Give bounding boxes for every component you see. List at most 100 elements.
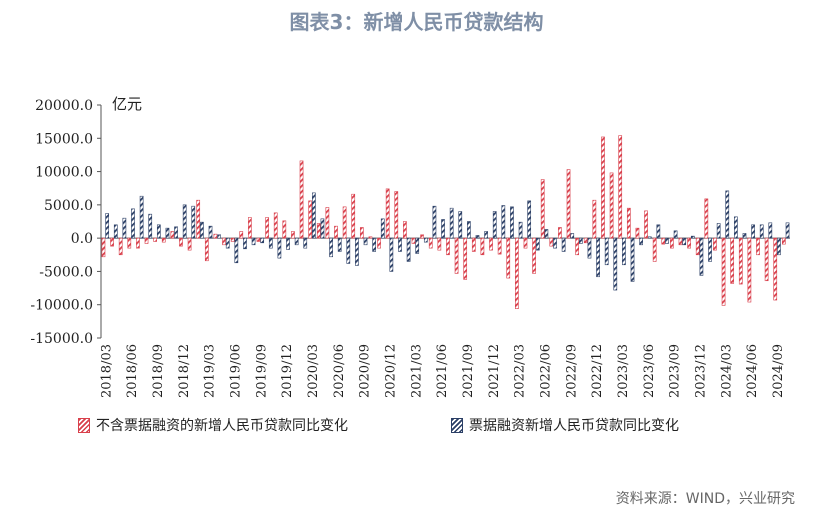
bar-series2: [777, 237, 781, 256]
bar-series2: [622, 237, 626, 266]
y-tick-label: 10000.0: [35, 165, 93, 181]
bar-series1: [635, 227, 640, 239]
bar-series2: [312, 192, 316, 239]
bar-series1: [781, 237, 786, 245]
bar-series1: [687, 237, 691, 249]
bar-series2: [251, 237, 256, 246]
bar-series1: [359, 227, 364, 239]
bar-series1: [583, 237, 588, 244]
legend-swatch-series1: [78, 417, 90, 433]
bar-series1: [230, 237, 235, 242]
source-note: 资料来源：WIND，兴业研究: [615, 491, 795, 507]
bar-series2: [415, 237, 420, 254]
bar-series1: [661, 237, 666, 245]
x-tick-label: 2019/03: [203, 344, 218, 398]
y-tick-label: 20000.0: [35, 98, 93, 114]
bar-series2: [286, 237, 290, 250]
bar-series1: [773, 237, 778, 301]
bar-series1: [566, 169, 571, 239]
bar-series1: [747, 237, 752, 303]
bar-series1: [506, 237, 511, 279]
bar-series1: [179, 237, 183, 247]
bar-series1: [411, 237, 416, 244]
bar-series1: [489, 237, 493, 251]
x-tick-label: 2020/09: [358, 344, 373, 398]
bar-series2: [458, 211, 463, 239]
bar-series1: [291, 231, 295, 239]
bar-series2: [165, 227, 170, 239]
bar-series2: [742, 233, 747, 239]
x-tick-label: 2023/03: [616, 344, 631, 398]
bar-series1: [385, 188, 390, 239]
bar-series1: [127, 237, 132, 249]
bar-series2: [690, 235, 695, 239]
x-tick-label: 2024/03: [719, 344, 734, 398]
bar-series2: [243, 237, 247, 250]
bar-series2: [751, 224, 755, 239]
bar-series1: [368, 236, 373, 239]
bar-series1: [471, 237, 476, 252]
x-tick-label: 2020/12: [384, 344, 399, 398]
bar-series2: [518, 221, 523, 239]
bar-series2: [105, 213, 110, 239]
bar-series1: [222, 237, 226, 246]
x-tick-label: 2021/09: [461, 344, 476, 398]
bar-series2: [699, 237, 704, 276]
chart-title: 图表3：新增人民币贷款结构: [289, 10, 544, 34]
x-tick-label: 2021/06: [435, 344, 450, 398]
bar-series2: [682, 237, 687, 246]
x-tick-label: 2022/06: [539, 344, 554, 398]
bar-series1: [523, 237, 528, 249]
bar-series2: [191, 205, 196, 239]
x-tick-label: 2024/06: [745, 344, 760, 398]
bar-series1: [558, 227, 562, 239]
legend-label-series2: 票据融资新增人民币贷款同比变化: [469, 418, 679, 434]
bar-series2: [156, 224, 161, 239]
bar-series2: [734, 216, 738, 239]
bar-series2: [673, 230, 678, 239]
bar-series1: [730, 237, 735, 284]
bar-series1: [110, 237, 114, 247]
bar-series1: [239, 231, 244, 239]
bar-series1: [515, 237, 519, 310]
legend-item-series1: 不含票据融资的新增人民币贷款同比变化: [78, 415, 348, 435]
bar-series1: [446, 237, 450, 256]
x-tick-label: 2019/09: [254, 344, 269, 398]
x-tick-label: 2018/09: [151, 344, 166, 398]
bar-series1: [213, 233, 218, 239]
bar-series2: [484, 231, 488, 239]
bar-series1: [678, 237, 683, 246]
bar-series2: [596, 237, 600, 278]
bar-series2: [708, 237, 712, 262]
bar-series2: [200, 221, 204, 239]
bar-series2: [208, 225, 213, 239]
bar-series1: [756, 237, 760, 256]
bar-series1: [136, 237, 140, 249]
bar-series1: [738, 237, 743, 285]
bar-series1: [204, 237, 209, 262]
x-tick-label: 2022/03: [513, 344, 528, 398]
bar-series2: [527, 200, 532, 239]
bar-series2: [363, 237, 368, 246]
bar-series2: [406, 237, 411, 262]
bar-series1: [308, 200, 313, 239]
bar-series1: [161, 237, 166, 243]
bar-series2: [268, 237, 273, 249]
bar-series2: [768, 222, 773, 239]
bar-series2: [570, 233, 575, 239]
bar-series1: [549, 237, 554, 247]
x-tick-label: 2023/09: [668, 344, 683, 398]
bar-series2: [441, 219, 445, 239]
bar-series1: [721, 237, 726, 306]
x-tick-label: 2023/12: [694, 344, 709, 398]
bar-series1: [170, 231, 175, 239]
bar-series1: [342, 206, 347, 239]
bar-series2: [449, 207, 454, 239]
bar-series1: [403, 221, 407, 239]
bar-series1: [626, 207, 631, 239]
bar-series1: [265, 217, 269, 239]
bar-series2: [432, 205, 437, 239]
bar-series2: [277, 237, 282, 259]
bar-series2: [725, 190, 730, 239]
bar-series2: [501, 205, 506, 239]
